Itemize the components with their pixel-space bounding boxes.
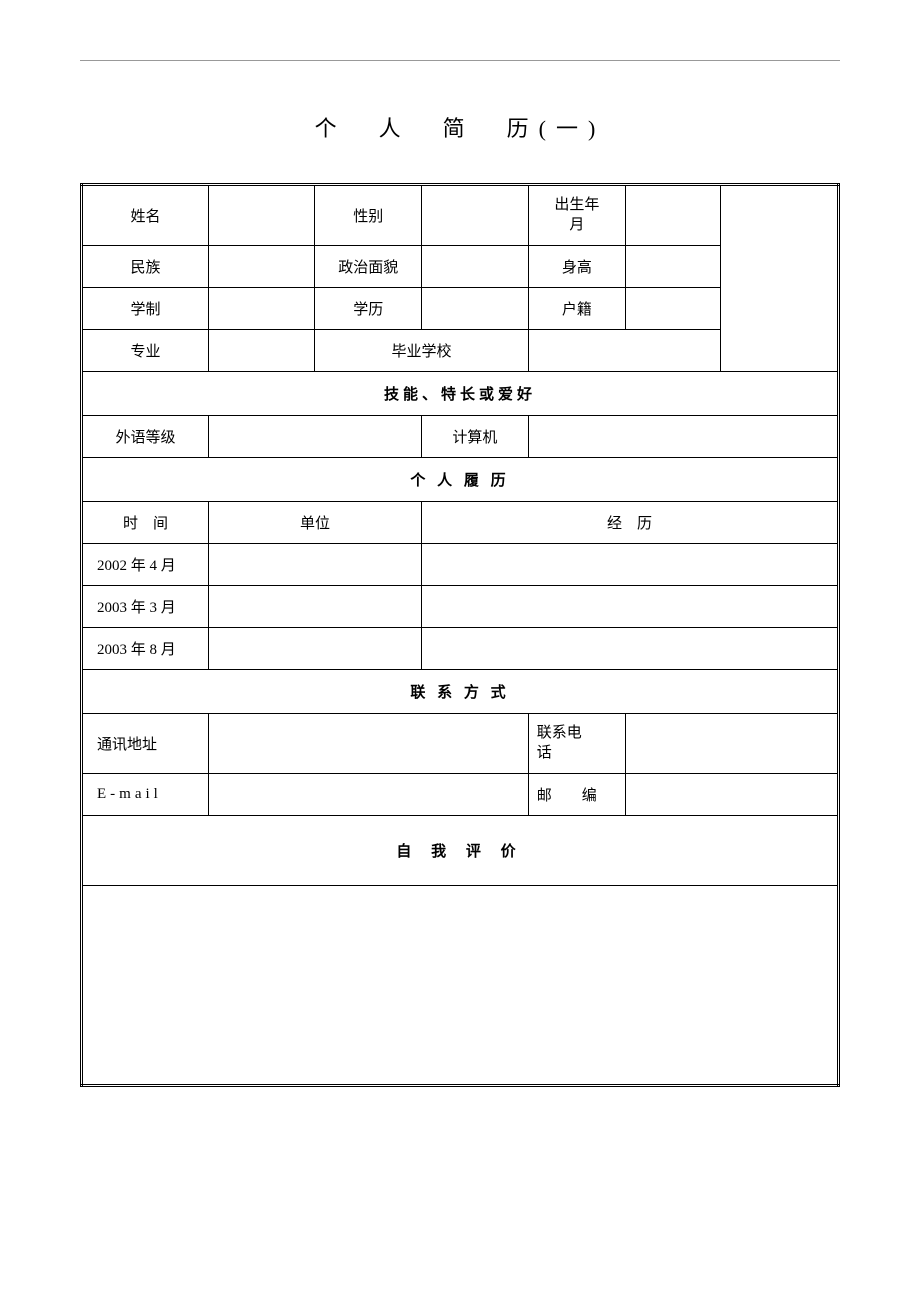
table-row: 个 人 履 历	[82, 458, 839, 502]
label-email: E-mail	[82, 774, 209, 816]
history-unit-2[interactable]	[208, 586, 421, 628]
label-education: 学历	[315, 288, 422, 330]
history-date-3: 2003 年 8 月	[82, 628, 209, 670]
value-political[interactable]	[422, 246, 529, 288]
history-date-2: 2003 年 3 月	[82, 586, 209, 628]
value-postcode[interactable]	[626, 774, 839, 816]
label-experience: 经 历	[422, 502, 839, 544]
header-divider	[80, 60, 840, 61]
value-phone[interactable]	[626, 714, 839, 774]
value-gender[interactable]	[422, 185, 529, 246]
label-address: 通讯地址	[82, 714, 209, 774]
table-row: 2003 年 3 月	[82, 586, 839, 628]
label-postcode: 邮 编	[528, 774, 625, 816]
label-foreign-lang: 外语等级	[82, 416, 209, 458]
history-unit-3[interactable]	[208, 628, 421, 670]
table-row: 联 系 方 式	[82, 670, 839, 714]
label-major: 专业	[82, 330, 209, 372]
value-foreign-lang[interactable]	[208, 416, 421, 458]
self-eval-body[interactable]	[82, 886, 839, 1086]
value-computer[interactable]	[528, 416, 838, 458]
label-birth: 出生年月	[528, 185, 625, 246]
table-row: 2003 年 8 月	[82, 628, 839, 670]
value-education[interactable]	[422, 288, 529, 330]
label-political: 政治面貌	[315, 246, 422, 288]
history-exp-3[interactable]	[422, 628, 839, 670]
table-row: 通讯地址 联系电话	[82, 714, 839, 774]
photo-cell[interactable]	[720, 185, 838, 372]
label-height: 身高	[528, 246, 625, 288]
label-unit: 单位	[208, 502, 421, 544]
label-household: 户籍	[528, 288, 625, 330]
value-ethnicity[interactable]	[208, 246, 314, 288]
history-exp-1[interactable]	[422, 544, 839, 586]
label-graduate-school: 毕业学校	[315, 330, 528, 372]
label-name: 姓名	[82, 185, 209, 246]
history-header: 个 人 履 历	[82, 458, 839, 502]
value-graduate-school[interactable]	[528, 330, 720, 372]
value-household[interactable]	[626, 288, 721, 330]
table-row: 外语等级 计算机	[82, 416, 839, 458]
table-row: 姓名 性别 出生年月	[82, 185, 839, 246]
table-row: 2002 年 4 月	[82, 544, 839, 586]
table-row	[82, 886, 839, 1086]
value-name[interactable]	[208, 185, 314, 246]
page-title: 个 人 简 历(一)	[80, 111, 840, 143]
label-ethnicity: 民族	[82, 246, 209, 288]
table-row: E-mail 邮 编	[82, 774, 839, 816]
resume-table: 姓名 性别 出生年月 民族 政治面貌 身高 学制 学历 户籍 专业 毕业学校 技…	[80, 183, 840, 1087]
table-row: 技能、特长或爱好	[82, 372, 839, 416]
history-exp-2[interactable]	[422, 586, 839, 628]
label-computer: 计算机	[422, 416, 529, 458]
value-birth[interactable]	[626, 185, 721, 246]
label-system: 学制	[82, 288, 209, 330]
table-row: 时 间 单位 经 历	[82, 502, 839, 544]
skills-header: 技能、特长或爱好	[82, 372, 839, 416]
value-address[interactable]	[208, 714, 528, 774]
value-email[interactable]	[208, 774, 528, 816]
self-eval-header: 自 我 评 价	[82, 816, 839, 886]
value-major[interactable]	[208, 330, 314, 372]
label-time: 时 间	[82, 502, 209, 544]
value-system[interactable]	[208, 288, 314, 330]
label-phone: 联系电话	[528, 714, 625, 774]
contact-header: 联 系 方 式	[82, 670, 839, 714]
history-unit-1[interactable]	[208, 544, 421, 586]
table-row: 自 我 评 价	[82, 816, 839, 886]
label-gender: 性别	[315, 185, 422, 246]
value-height[interactable]	[626, 246, 721, 288]
history-date-1: 2002 年 4 月	[82, 544, 209, 586]
